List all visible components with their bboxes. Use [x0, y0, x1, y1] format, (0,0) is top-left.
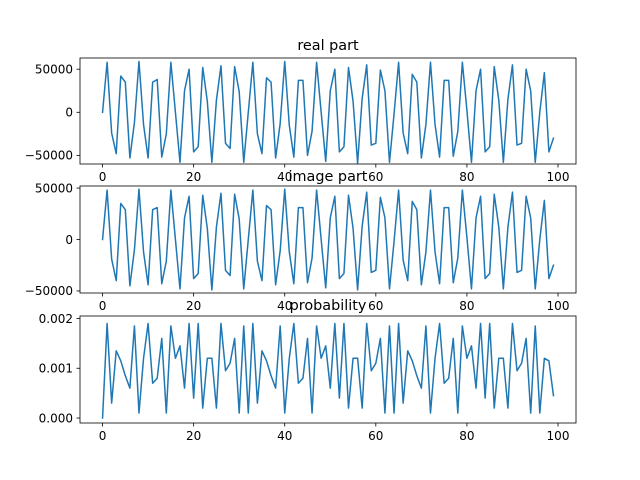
- x-tick-label: 80: [459, 170, 474, 184]
- x-tick-label: 20: [186, 429, 201, 443]
- y-tick-label: 0.001: [39, 362, 73, 376]
- series-layer: [101, 60, 555, 164]
- x-tick-label: 20: [186, 299, 201, 313]
- axes-frame: [79, 185, 577, 294]
- x-tick-label: 60: [368, 429, 383, 443]
- x-tick-label: 0: [99, 299, 107, 313]
- x-tick-label: 40: [277, 429, 292, 443]
- ticks-layer: 0 20 40 60 80 100 0.000 0.001 0.002: [39, 312, 570, 443]
- axes-frame: [79, 315, 577, 424]
- x-tick-label: 0: [99, 429, 107, 443]
- subplot-probability: 0 20 40 60 80 100 0.000 0.001 0.002 probability: [39, 298, 577, 443]
- y-tick-label: 0: [65, 233, 73, 247]
- series-line: [101, 188, 555, 291]
- x-tick-label: 80: [459, 429, 474, 443]
- x-tick-label: 100: [547, 299, 570, 313]
- y-tick-label: 50000: [35, 63, 73, 77]
- ticks-layer: 0 20 40 60 80 100 −50000 0 50000: [25, 181, 570, 313]
- x-tick-label: 80: [459, 299, 474, 313]
- y-tick-label: 0: [65, 106, 73, 120]
- subplot-image-part: 0 20 40 60 80 100 −50000 0 50000 image part: [25, 169, 577, 313]
- x-tick-label: 100: [547, 170, 570, 184]
- subplot-title: probability: [290, 298, 367, 314]
- series-line: [101, 60, 555, 164]
- x-tick-label: 100: [547, 429, 570, 443]
- y-tick-label: 0.002: [39, 312, 73, 326]
- series-layer: [101, 322, 555, 419]
- y-tick-label: −50000: [25, 284, 73, 298]
- y-tick-label: 50000: [35, 181, 73, 195]
- subplot-title: image part: [289, 169, 368, 185]
- subplot-title: real part: [297, 38, 359, 54]
- y-tick-label: −50000: [25, 149, 73, 163]
- axes-frame: [79, 57, 577, 165]
- x-tick-label: 60: [368, 170, 383, 184]
- x-tick-label: 0: [99, 170, 107, 184]
- series-line: [101, 322, 555, 419]
- subplot-real-part: 0 20 40 60 80 100 −50000 0 50000 real part: [25, 38, 577, 184]
- x-tick-label: 40: [277, 299, 292, 313]
- y-tick-label: 0.000: [39, 411, 73, 425]
- series-layer: [101, 188, 555, 291]
- x-tick-label: 60: [368, 299, 383, 313]
- ticks-layer: 0 20 40 60 80 100 −50000 0 50000: [25, 63, 570, 184]
- x-tick-label: 40: [277, 170, 292, 184]
- x-tick-label: 20: [186, 170, 201, 184]
